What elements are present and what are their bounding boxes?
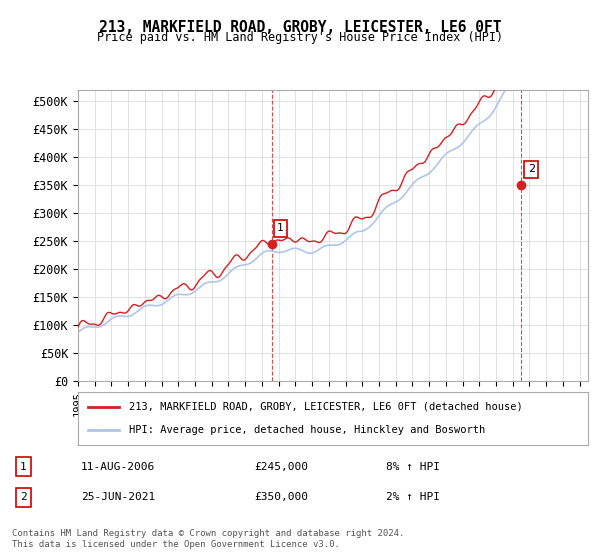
- Text: Price paid vs. HM Land Registry's House Price Index (HPI): Price paid vs. HM Land Registry's House …: [97, 31, 503, 44]
- Text: 213, MARKFIELD ROAD, GROBY, LEICESTER, LE6 0FT: 213, MARKFIELD ROAD, GROBY, LEICESTER, L…: [99, 20, 501, 35]
- Text: 213, MARKFIELD ROAD, GROBY, LEICESTER, LE6 0FT (detached house): 213, MARKFIELD ROAD, GROBY, LEICESTER, L…: [129, 402, 523, 412]
- Text: 1: 1: [277, 223, 284, 234]
- Text: 2% ↑ HPI: 2% ↑ HPI: [386, 492, 440, 502]
- Text: £245,000: £245,000: [254, 462, 308, 472]
- Text: HPI: Average price, detached house, Hinckley and Bosworth: HPI: Average price, detached house, Hinc…: [129, 425, 485, 435]
- Text: 2: 2: [20, 492, 27, 502]
- Text: £350,000: £350,000: [254, 492, 308, 502]
- Text: 2: 2: [528, 165, 535, 175]
- Text: 8% ↑ HPI: 8% ↑ HPI: [386, 462, 440, 472]
- Text: 25-JUN-2021: 25-JUN-2021: [81, 492, 155, 502]
- Text: 11-AUG-2006: 11-AUG-2006: [81, 462, 155, 472]
- Text: 1: 1: [20, 462, 27, 472]
- Text: Contains HM Land Registry data © Crown copyright and database right 2024.
This d: Contains HM Land Registry data © Crown c…: [12, 529, 404, 549]
